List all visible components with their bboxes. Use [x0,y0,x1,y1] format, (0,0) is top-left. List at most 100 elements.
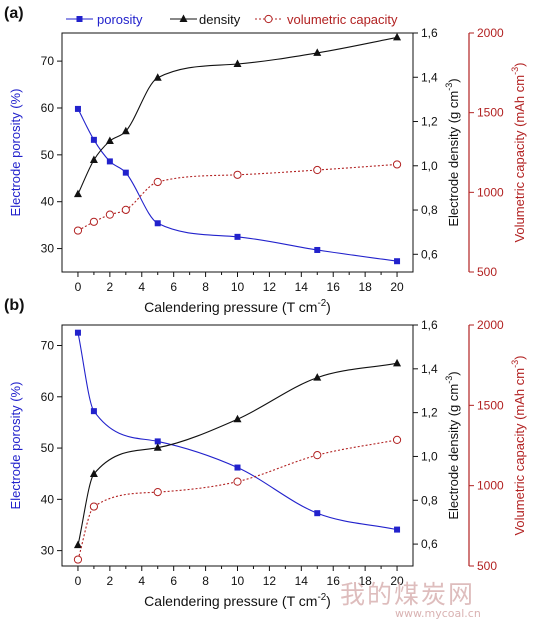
panel-b-volumetric-capacity-line [77,439,398,560]
panel-a-left-tick-label: 30 [41,242,55,256]
panel-b-x-tick-label: 18 [358,574,372,588]
panel-a-x-tick-label: 2 [107,280,114,294]
panel-b-left-tick-label: 30 [41,544,55,558]
panel-b-porosity-point [154,438,161,445]
panel-a-left-tick-label: 50 [41,148,55,162]
panel-b-right-density-tick-label: 1,2 [421,406,438,420]
panel-b-volumetric-capacity-point [392,435,402,444]
panel-a-right-capacity-axis-label: Volumetric capacity (mAh cm-3) [510,62,527,242]
panel-a-x-tick-label: 8 [202,280,209,294]
panel-a-porosity-point [122,169,129,176]
panel-a-right-density-tick-label: 1,6 [421,26,438,40]
panel-b-x-tick-label: 4 [138,574,145,588]
panel-a-density-point [89,155,98,164]
panel-a-right-capacity-tick-label: 2000 [477,26,504,40]
panel-a-x-tick-label: 4 [138,280,145,294]
panel-b-left-tick-label: 60 [41,390,55,404]
panel-b-x-axis-label: Calendering pressure (T cm-2) [144,592,331,609]
panel-b-x-tick-label: 12 [263,574,277,588]
panel-b-x-tick-label: 6 [170,574,177,588]
panel-a-left-axis-label: Electrode porosity (%) [8,89,23,217]
panel-a-x-tick-label: 10 [231,280,245,294]
panel-a-density-point [73,189,82,198]
panel-a-volumetric-capacity-point [105,210,114,219]
panel-a-x-axis-label: Calendering pressure (T cm-2) [144,298,331,315]
panel-b-volumetric-capacity-point [313,451,322,460]
legend-density-marker [179,14,188,22]
panel-a-volumetric-capacity-point [392,160,402,169]
panel-a-density-point [153,73,162,81]
panel-b-porosity-point [90,408,97,415]
panel-b-plot-frame [61,324,414,567]
panel-b-density-point [89,469,98,477]
panel-a-x-tick-label: 16 [327,280,341,294]
panel-b-x-tick-label: 10 [231,574,245,588]
watermark-url: www.mycoal.cn [395,607,481,620]
legend-porosity-label: porosity [97,12,143,27]
panel-a-left-tick-label: 60 [41,101,55,115]
legend-density-label: density [199,12,241,27]
panel-b-x-tick-label: 20 [390,574,404,588]
panel-a-density-point [233,59,242,67]
panel-a-right-density-tick-label: 0,6 [421,247,438,261]
panel-b-x-tick-label: 16 [327,574,341,588]
panel-b-density-point [73,540,82,549]
panel-a-volumetric-capacity-point [153,177,162,187]
panel-b-right-density-tick-label: 0,8 [421,493,438,507]
panel-b-right-density-tick-label: 1,0 [421,449,438,463]
panel-b-x-tick-label: 14 [295,574,309,588]
panel-b-label: (b) [4,297,24,314]
panel-b-x-tick-label: 2 [107,574,114,588]
panel-a-porosity-point [106,158,113,165]
panel-b-volumetric-capacity-point [153,487,162,497]
panel-b-right-density-tick-label: 1,4 [421,362,438,376]
panel-a-x-tick-label: 18 [358,280,372,294]
panel-b-right-capacity-tick-label: 1000 [477,479,504,493]
panel-b-volumetric-capacity-point [233,477,242,486]
panel-b-right-capacity-axis-label: Volumetric capacity (mAh cm-3) [510,355,527,535]
panel-b-left-axis-label: Electrode porosity (%) [8,382,23,510]
panel-a-volumetric-capacity-point [73,226,83,235]
panel-b-porosity-point [314,510,321,517]
panel-a-x-tick-label: 12 [263,280,277,294]
panel-b-right-density-tick-label: 1,6 [421,318,438,332]
panel-a-volumetric-capacity-point [313,165,322,175]
panel-a-left-tick-label: 40 [41,195,55,209]
panel-b-density-point [233,414,242,423]
panel-a-right-capacity-tick-label: 1500 [477,106,504,120]
panel-b-porosity-line [77,332,398,531]
watermark-logo-text: 我的煤炭网 [340,580,476,609]
panel-a-x-tick-label: 20 [390,280,404,294]
panel-a-label: (a) [4,5,24,22]
panel-a-porosity-point [234,233,241,240]
panel-b-porosity-point [74,329,81,336]
panel-a-density-point [121,126,130,135]
legend: porosity density volumetric capacity [66,12,398,27]
panel-b-left-tick-label: 40 [41,492,55,506]
panel-a-porosity-point [154,220,161,227]
panel-a-x-tick-label: 14 [295,280,309,294]
panel-a-right-density-tick-label: 1,0 [421,159,438,173]
panel-a-porosity-line [77,108,398,262]
panel-a-porosity-point [394,258,401,265]
panel-a-porosity-point [90,136,97,143]
legend-volumetric-capacity-label: volumetric capacity [287,12,398,27]
panel-a-right-capacity-tick-label: 500 [477,265,497,279]
panel-a-volumetric-capacity-point [233,170,242,179]
panel-b-right-capacity-tick-label: 500 [477,559,497,573]
panel-a-porosity-point [314,246,321,253]
panel-a-volumetric-capacity-point [121,205,130,214]
panel-b-porosity-point [394,526,401,533]
panel-a-right-density-tick-label: 1,2 [421,115,438,129]
panel-b-porosity-point [234,464,241,471]
panel-a-right-capacity-tick-label: 1000 [477,185,504,199]
panel-a-left-tick-label: 70 [41,54,55,68]
panel-a-right-density-axis-label: Electrode density (g cm-3) [444,78,461,226]
panel-a-porosity-point [74,105,81,112]
panel-b-density-point [313,373,322,381]
panel-a-x-tick-label: 0 [75,280,82,294]
panel-b-density-line [77,362,398,546]
panel-b-left-tick-label: 70 [41,339,55,353]
panel-a-volumetric-capacity-point [89,217,99,226]
